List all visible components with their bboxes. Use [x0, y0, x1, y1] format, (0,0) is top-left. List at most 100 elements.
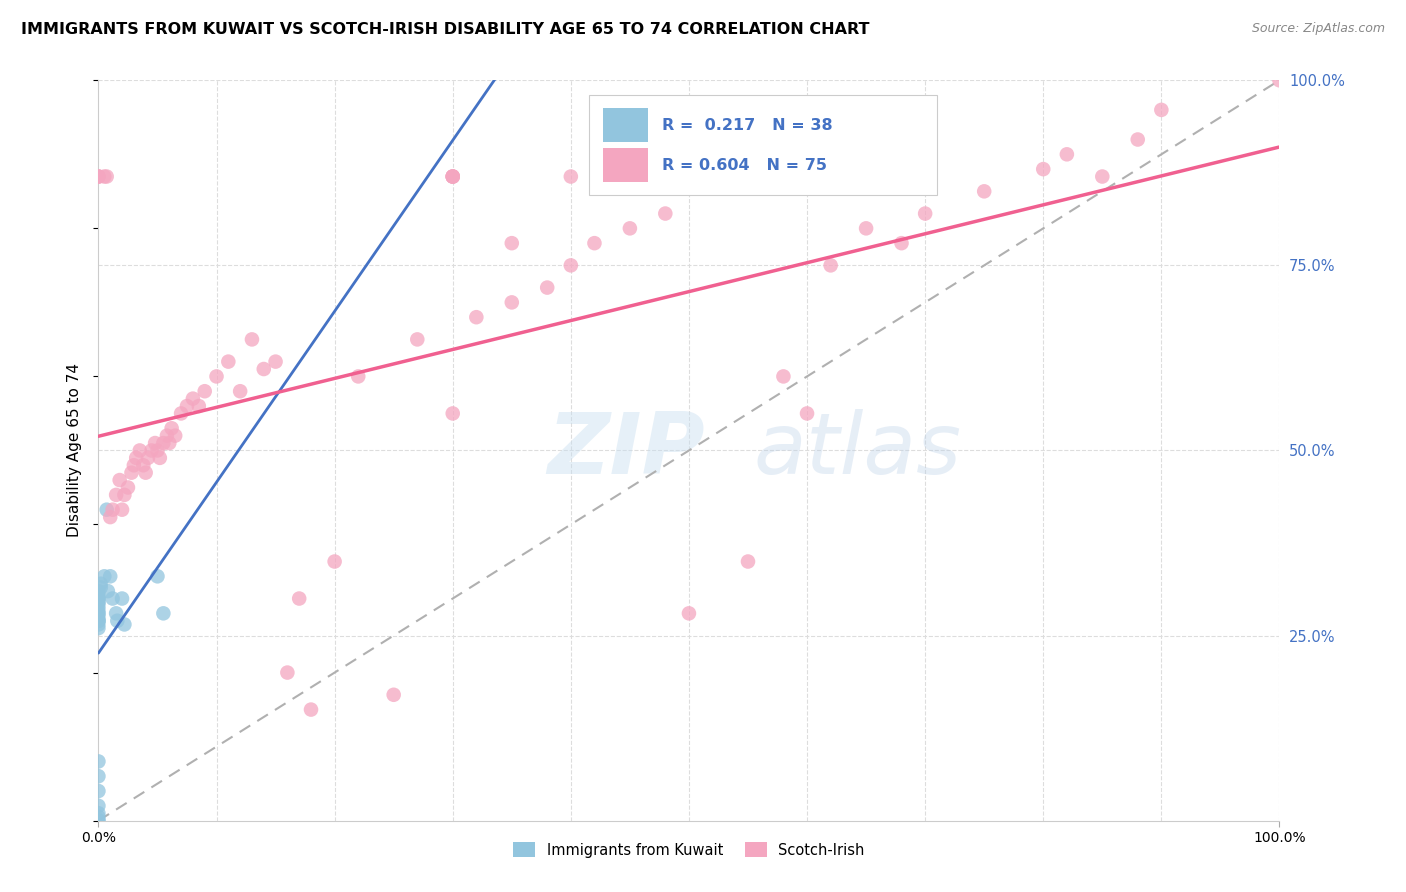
Point [87, 595, 110, 609]
Point [1032, 162, 1054, 177]
Point [441, 169, 464, 184]
Point [1056, 147, 1078, 161]
Point [135, 466, 157, 480]
Point [97, 584, 120, 599]
Point [98, 510, 121, 524]
Point [93, 169, 115, 184]
Point [101, 591, 124, 606]
Point [87, 610, 110, 624]
Point [111, 591, 134, 606]
Point [583, 236, 606, 251]
Y-axis label: Disability Age 65 to 74: Disability Age 65 to 74 [67, 363, 83, 538]
Text: R = 0.604   N = 75: R = 0.604 N = 75 [662, 158, 827, 173]
Point [229, 384, 252, 399]
Text: ZIP: ZIP [547, 409, 704, 492]
Point [87, 599, 110, 613]
Point [1126, 132, 1149, 146]
Point [87, 169, 110, 184]
Point [93, 569, 115, 583]
Point [160, 421, 183, 435]
Point [87, 614, 110, 628]
Point [276, 665, 298, 680]
Point [87, 607, 110, 621]
Point [108, 473, 131, 487]
Point [217, 354, 239, 368]
Point [87, 607, 110, 621]
Point [87, 769, 110, 783]
Point [87, 588, 110, 602]
Point [146, 569, 169, 583]
Point [121, 466, 143, 480]
Point [87, 617, 110, 632]
Text: Source: ZipAtlas.com: Source: ZipAtlas.com [1251, 22, 1385, 36]
Point [890, 236, 912, 251]
Point [441, 169, 464, 184]
Text: R =  0.217   N = 38: R = 0.217 N = 38 [662, 118, 832, 133]
Point [501, 295, 523, 310]
Point [619, 221, 641, 235]
Point [654, 206, 676, 220]
Point [87, 755, 110, 769]
Bar [603, 148, 648, 182]
Point [87, 814, 110, 828]
Point [1268, 73, 1291, 87]
Point [105, 488, 128, 502]
FancyBboxPatch shape [589, 95, 936, 195]
Point [101, 502, 124, 516]
Point [205, 369, 228, 384]
Point [143, 436, 166, 450]
Point [132, 458, 155, 473]
Point [146, 443, 169, 458]
Point [560, 259, 582, 273]
Point [87, 591, 110, 606]
Point [90, 576, 112, 591]
Point [855, 221, 877, 235]
Point [678, 607, 700, 621]
Point [96, 169, 118, 184]
Point [87, 798, 110, 813]
Point [87, 602, 110, 616]
Point [96, 502, 118, 516]
Point [406, 332, 429, 346]
Point [87, 614, 110, 628]
Point [87, 591, 110, 606]
Point [323, 555, 346, 569]
Bar [603, 109, 648, 142]
Point [87, 784, 110, 798]
Point [87, 591, 110, 606]
Point [87, 810, 110, 824]
Point [194, 384, 217, 399]
Point [536, 280, 558, 294]
Point [122, 458, 145, 473]
Point [1091, 169, 1114, 184]
Point [501, 236, 523, 251]
Point [170, 407, 193, 421]
Point [111, 502, 134, 516]
Point [112, 617, 135, 632]
Point [87, 614, 110, 628]
Point [187, 399, 209, 413]
Point [136, 450, 159, 465]
Point [441, 169, 464, 184]
Point [128, 443, 150, 458]
Legend: Immigrants from Kuwait, Scotch-Irish: Immigrants from Kuwait, Scotch-Irish [506, 835, 872, 865]
Point [152, 607, 174, 621]
Point [98, 569, 121, 583]
Point [112, 488, 135, 502]
Point [299, 703, 322, 717]
Point [264, 354, 287, 368]
Point [441, 407, 464, 421]
Point [181, 392, 204, 406]
Point [87, 806, 110, 821]
Text: IMMIGRANTS FROM KUWAIT VS SCOTCH-IRISH DISABILITY AGE 65 TO 74 CORRELATION CHART: IMMIGRANTS FROM KUWAIT VS SCOTCH-IRISH D… [21, 22, 869, 37]
Point [820, 259, 842, 273]
Point [149, 450, 172, 465]
Point [772, 369, 794, 384]
Point [87, 169, 110, 184]
Point [152, 436, 174, 450]
Point [87, 595, 110, 609]
Point [117, 480, 139, 494]
Point [347, 369, 370, 384]
Point [105, 607, 128, 621]
Point [157, 436, 180, 450]
